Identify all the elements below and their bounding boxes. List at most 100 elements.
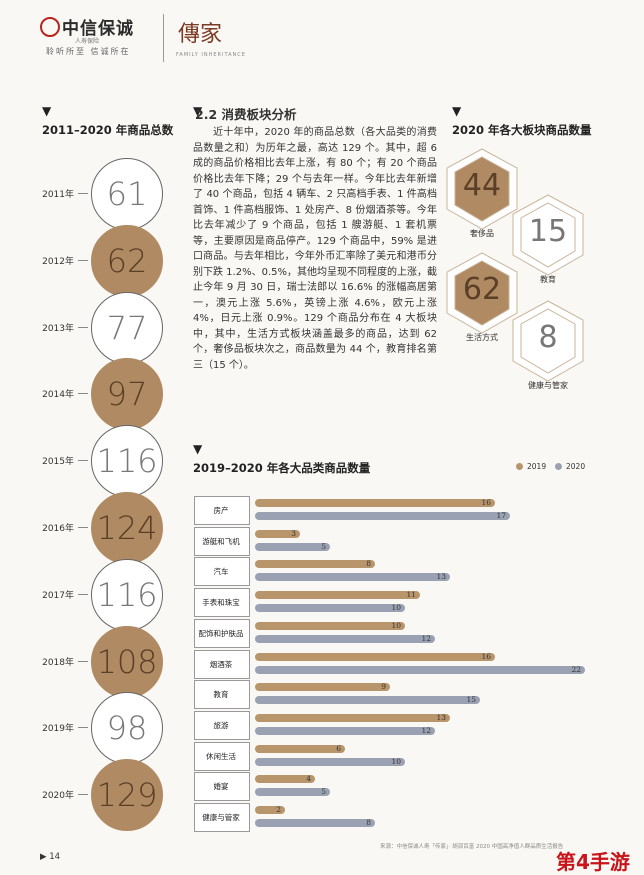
year-connector xyxy=(78,593,88,595)
bar-value-label: 10 xyxy=(391,756,401,766)
bar-2019 xyxy=(255,560,375,569)
brand-tag: 人寿保险 xyxy=(75,38,100,45)
category-box xyxy=(194,588,250,618)
hex-label: 奢侈品 xyxy=(470,229,494,238)
category-box xyxy=(194,680,250,710)
category-box xyxy=(194,741,250,771)
bar-2020 xyxy=(255,665,585,674)
hex-section-title: 2020 年各大板块商品数量 xyxy=(452,123,592,137)
year-connector xyxy=(78,193,88,194)
bar-value-label: 5 xyxy=(321,541,326,551)
bar-2020 xyxy=(255,757,405,766)
year-label: 2018年 xyxy=(42,657,74,668)
year-label: 2014年 xyxy=(42,390,74,401)
seal-subtitle: FAMILY INHERITANCE xyxy=(176,52,246,58)
article-body: 近十年中，2020 年的商品总数（各大品类的消费品数量之和）为历年之最，高达 1… xyxy=(193,127,437,371)
bar-value-label: 15 xyxy=(466,695,476,705)
category-label: 婚宴 xyxy=(213,782,229,792)
year-total-circle: 77 xyxy=(91,291,163,364)
brand-slogan: 聆听所至 信诚所在 xyxy=(46,47,131,56)
category-label: 休闲生活 xyxy=(206,751,236,761)
hex-label: 生活方式 xyxy=(466,333,498,342)
category-box xyxy=(194,710,250,740)
watermark: 第4手游 xyxy=(556,850,630,874)
bar-2019 xyxy=(255,744,345,753)
bar-value-label: 5 xyxy=(321,787,326,797)
hex-value: 8 xyxy=(538,320,558,355)
bar-value-label: 3 xyxy=(291,528,296,538)
year-label: 2015年 xyxy=(42,457,74,468)
bar-value-label: 12 xyxy=(421,725,431,735)
year-connector xyxy=(78,527,88,528)
year-total-circle: 116 xyxy=(91,558,163,631)
hexagon-icon xyxy=(512,300,584,382)
bar-value-label: 10 xyxy=(391,620,401,630)
hex-value: 15 xyxy=(528,214,568,249)
left-section-title: 2011–2020 年商品总数 xyxy=(42,123,174,137)
brand-name: 中信保诚 xyxy=(62,19,134,39)
category-label: 教育 xyxy=(213,690,229,700)
triangle-marker-icon: ▼ xyxy=(193,104,203,118)
year-label: 2013年 xyxy=(42,323,74,334)
bar-value-label: 10 xyxy=(391,603,401,613)
bar-2019 xyxy=(255,775,315,784)
bar-2020 xyxy=(255,726,435,735)
year-label: 2012年 xyxy=(42,256,74,267)
year-connector xyxy=(78,393,88,395)
year-connector xyxy=(78,326,88,328)
category-box xyxy=(194,772,250,802)
category-label: 健康与管家 xyxy=(202,813,240,822)
bar-2019 xyxy=(255,591,420,600)
year-total-circle: 98 xyxy=(91,692,163,765)
year-total-circle: 108 xyxy=(91,625,163,698)
triangle-marker-icon: ▼ xyxy=(452,104,462,118)
seal-logo: 傳家 xyxy=(178,22,223,47)
hexagon-icon xyxy=(446,252,518,334)
year-connector xyxy=(78,259,88,261)
bar-2020 xyxy=(255,573,450,582)
bar-value-label: 8 xyxy=(366,559,371,569)
bar-value-label: 9 xyxy=(381,682,386,692)
bar-value-label: 13 xyxy=(436,712,446,722)
triangle-marker-icon: ▼ xyxy=(193,442,203,456)
year-connector xyxy=(78,460,88,462)
bar-value-label: 4 xyxy=(306,774,311,784)
year-total-circle: 129 xyxy=(91,759,163,832)
bar-2019 xyxy=(255,806,285,814)
category-label: 配饰和护肤品 xyxy=(198,628,244,638)
bar-2020 xyxy=(255,696,480,705)
bar-2019 xyxy=(255,713,450,722)
chart-title: 2019–2020 年各大品类商品数量 xyxy=(193,461,371,475)
category-box xyxy=(194,649,250,679)
year-connector xyxy=(78,794,88,796)
category-label: 烟酒茶 xyxy=(209,659,233,669)
legend-swatch-2019 xyxy=(516,463,523,470)
category-box xyxy=(194,496,250,525)
bar-2020 xyxy=(255,819,375,827)
bar-2020 xyxy=(255,634,435,643)
category-box xyxy=(194,557,250,587)
brand-logo: 中信保诚 xyxy=(40,14,134,39)
bar-value-label: 8 xyxy=(366,818,371,827)
bar-value-label: 17 xyxy=(496,511,506,520)
bar-2020 xyxy=(255,512,510,520)
year-total-circle: 116 xyxy=(91,425,163,498)
bar-2020 xyxy=(255,604,405,613)
legend-2020: 2020 xyxy=(555,462,585,471)
year-total-circle: 61 xyxy=(91,158,163,230)
year-label: 2016年 xyxy=(42,524,74,534)
source-note: 来源：中信保诚人寿「传家」· 胡润百富 2020 中国高净值人群品质生活报告 xyxy=(380,844,564,850)
bar-value-label: 22 xyxy=(571,664,581,674)
year-label: 2017年 xyxy=(42,590,74,601)
bar-value-label: 16 xyxy=(481,651,491,661)
category-box xyxy=(194,803,250,832)
brand-mark-icon xyxy=(40,17,60,37)
year-label: 2020年 xyxy=(42,791,74,802)
hex-label: 教育 xyxy=(540,275,556,284)
legend-swatch-2020 xyxy=(555,463,562,470)
year-connector xyxy=(78,660,88,662)
hexagon-icon xyxy=(512,194,584,276)
bar-2020 xyxy=(255,542,330,551)
year-total-circle: 62 xyxy=(91,224,163,297)
category-label: 房产 xyxy=(213,506,229,515)
